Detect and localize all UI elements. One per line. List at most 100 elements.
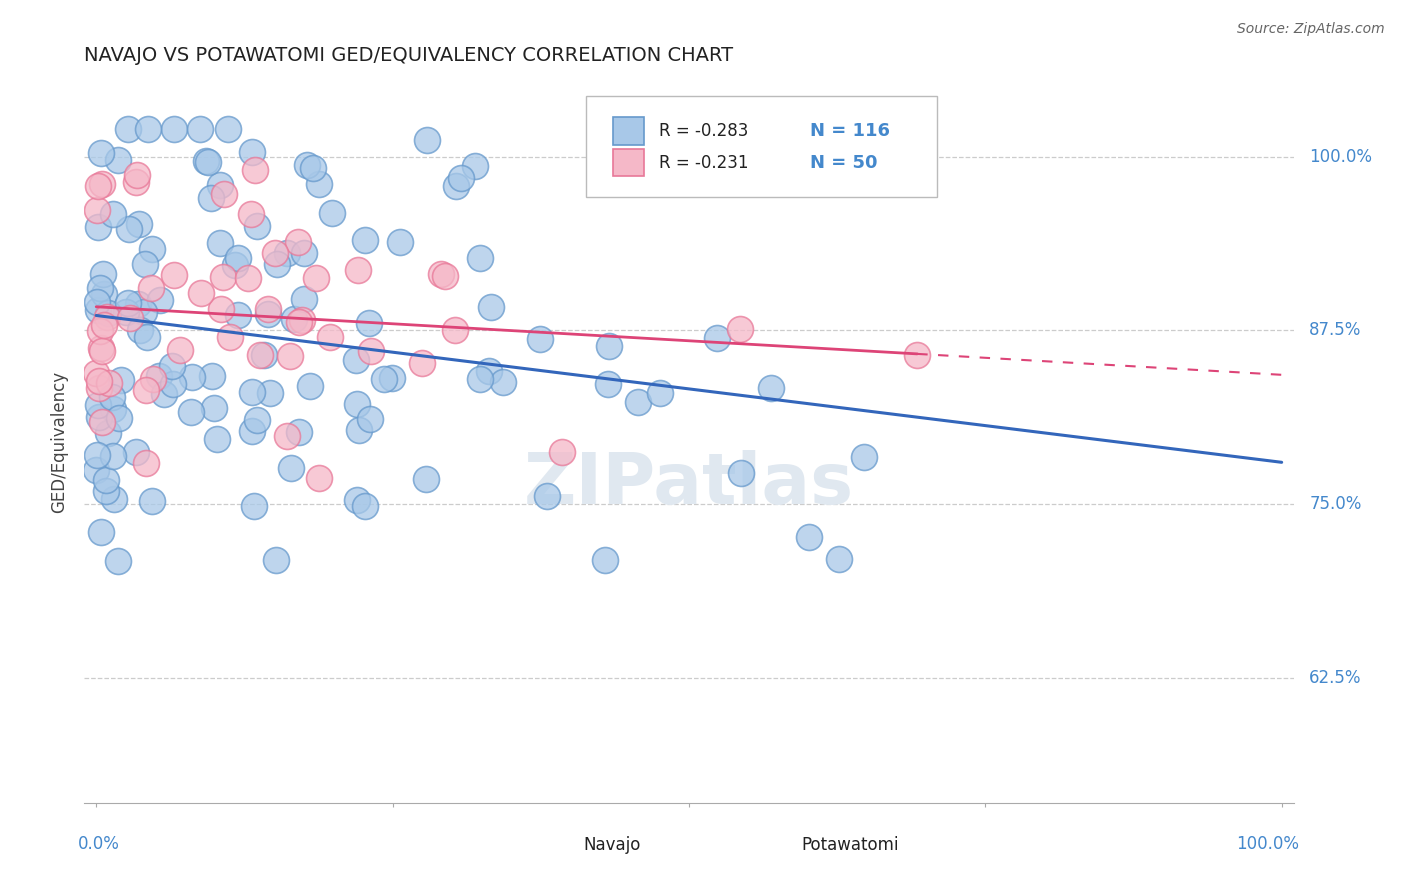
Point [288, 315, 311, 329]
Point [292, 246, 315, 260]
Text: 75.0%: 75.0% [1309, 495, 1361, 513]
Point [288, 425, 311, 440]
Point [205, 433, 228, 447]
Point [107, 153, 129, 168]
Point [114, 305, 136, 319]
Point [305, 271, 328, 285]
Point [468, 372, 491, 386]
Point [163, 268, 186, 282]
Point [149, 293, 172, 307]
Point [464, 159, 486, 173]
Point [294, 292, 316, 306]
Point [219, 330, 242, 344]
Point [759, 381, 782, 395]
Text: N = 116: N = 116 [810, 122, 890, 140]
Point [287, 235, 309, 249]
Point [163, 122, 186, 136]
Text: 87.5%: 87.5% [1309, 321, 1361, 339]
Point [596, 376, 619, 391]
Point [259, 386, 281, 401]
Point [211, 269, 233, 284]
Point [415, 472, 437, 486]
Point [125, 175, 148, 189]
FancyBboxPatch shape [544, 834, 578, 857]
Point [125, 169, 148, 183]
Point [134, 257, 156, 271]
Point [188, 122, 211, 136]
Point [86, 295, 108, 310]
Point [479, 300, 502, 314]
Point [264, 245, 287, 260]
Point [280, 460, 302, 475]
Point [86, 220, 108, 235]
Point [84, 366, 107, 380]
Point [468, 251, 491, 265]
Point [142, 372, 165, 386]
Point [276, 429, 298, 443]
Point [107, 411, 129, 425]
Point [90, 524, 112, 539]
Point [139, 281, 162, 295]
Point [411, 355, 433, 369]
Point [90, 342, 112, 356]
Point [243, 163, 266, 178]
Point [117, 122, 139, 136]
Point [209, 301, 232, 316]
Point [93, 287, 115, 301]
Point [598, 339, 620, 353]
Point [117, 296, 139, 310]
Point [246, 219, 269, 233]
Text: Potawatomi: Potawatomi [801, 837, 898, 855]
Point [354, 500, 377, 514]
Point [153, 386, 176, 401]
Point [242, 384, 264, 399]
Text: Source: ZipAtlas.com: Source: ZipAtlas.com [1237, 22, 1385, 37]
Point [359, 412, 381, 426]
Point [276, 246, 298, 260]
Text: R = -0.231: R = -0.231 [659, 153, 748, 171]
Point [226, 308, 249, 322]
Point [141, 493, 163, 508]
Point [118, 222, 141, 236]
Point [194, 154, 217, 169]
Point [266, 257, 288, 271]
Point [264, 553, 287, 567]
Point [127, 296, 149, 310]
Point [389, 235, 412, 249]
Text: NAVAJO VS POTAWATOMI GED/EQUIVALENCY CORRELATION CHART: NAVAJO VS POTAWATOMI GED/EQUIVALENCY COR… [84, 45, 734, 65]
Point [135, 383, 157, 397]
Point [125, 444, 148, 458]
Point [169, 343, 191, 357]
Point [429, 267, 451, 281]
Point [91, 267, 114, 281]
Point [240, 207, 263, 221]
Point [550, 445, 572, 459]
Point [730, 322, 752, 336]
Point [87, 302, 110, 317]
Point [180, 404, 202, 418]
Point [321, 205, 343, 219]
Point [308, 471, 330, 485]
Point [86, 203, 108, 218]
Point [89, 281, 111, 295]
Point [828, 551, 851, 566]
Point [242, 145, 264, 160]
Point [96, 310, 118, 324]
Text: Navajo: Navajo [583, 837, 641, 855]
Text: 100.0%: 100.0% [1236, 835, 1299, 854]
Point [299, 379, 322, 393]
Point [118, 310, 141, 325]
Point [253, 348, 276, 362]
Point [236, 271, 259, 285]
Point [90, 344, 112, 359]
Point [97, 376, 120, 391]
Point [217, 122, 239, 136]
Point [128, 217, 150, 231]
Point [344, 352, 367, 367]
Text: 0.0%: 0.0% [79, 835, 120, 854]
Text: R = -0.283: R = -0.283 [659, 122, 748, 140]
Point [257, 307, 280, 321]
Point [136, 122, 159, 136]
Point [905, 348, 928, 362]
Point [209, 236, 232, 251]
